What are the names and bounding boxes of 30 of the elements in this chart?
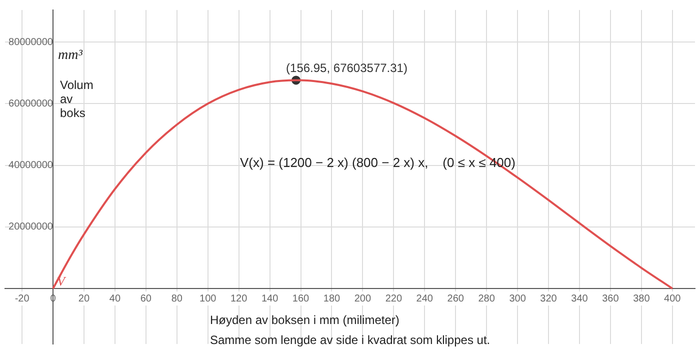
x-tick-label: 120 <box>230 293 248 304</box>
y-axis-title: Volum av boks <box>60 78 94 120</box>
x-tick-label: 200 <box>354 293 372 304</box>
x-tick-label: 240 <box>416 293 434 304</box>
x-axis-title: Høyden av boksen i mm (milimeter) <box>210 313 400 327</box>
x-tick-label: 160 <box>292 293 310 304</box>
x-tick-label: 400 <box>664 293 682 304</box>
x-tick-label: 80 <box>171 293 183 304</box>
x-tick-label: 100 <box>200 293 217 304</box>
x-tick-label: -20 <box>14 293 30 304</box>
annotation: Samme som lengde av side i kvadrat som klippes ut. <box>210 333 490 347</box>
x-tick-label: 20 <box>78 293 90 304</box>
x-tick-label: 280 <box>478 293 496 304</box>
x-tick-label: 300 <box>509 293 526 304</box>
y-tick-label: 80000000 <box>8 36 54 48</box>
x-tick-label: 220 <box>385 293 402 304</box>
x-tick-label: 40 <box>109 293 121 304</box>
x-tick-label: 340 <box>571 293 588 304</box>
x-tick-label: 180 <box>323 293 341 304</box>
x-tick-label: 60 <box>140 293 152 304</box>
y-tick-label: 40000000 <box>8 160 54 172</box>
annotation: (156.95, 67603577.31) <box>286 61 408 76</box>
x-tick-label: 360 <box>602 293 620 304</box>
x-tick-label: 260 <box>447 293 464 304</box>
x-tick-label: 380 <box>633 293 650 304</box>
y-tick-label: 20000000 <box>8 222 54 233</box>
x-tick-label: 140 <box>261 293 279 304</box>
x-tick-label: 320 <box>540 293 558 304</box>
annotation: mm³ <box>58 48 82 64</box>
y-tick-label: 60000000 <box>8 98 54 110</box>
